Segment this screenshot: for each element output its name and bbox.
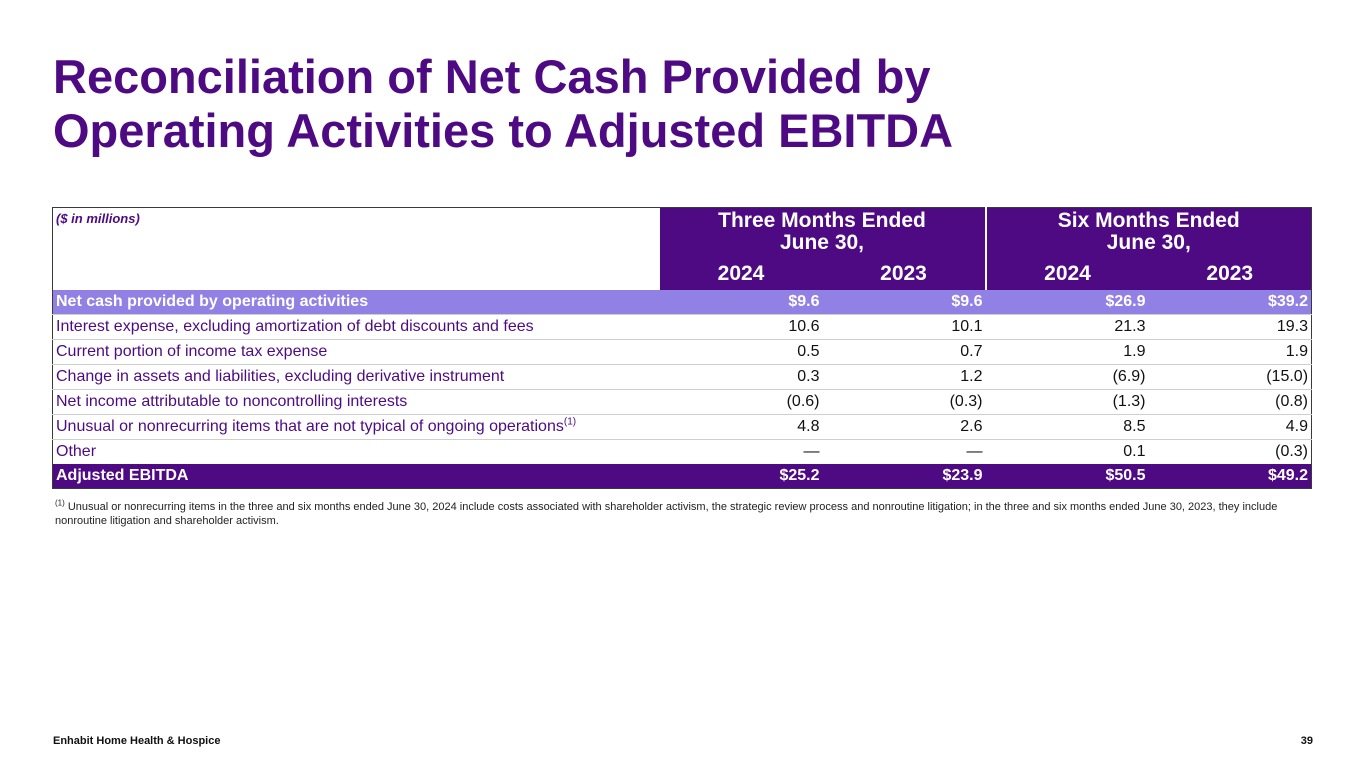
slide-title-line-2: Operating Activities to Adjusted EBITDA [53, 104, 954, 157]
row-value: (0.3) [1148, 439, 1312, 464]
footer-brand: Enhabit Home Health & Hospice [53, 735, 221, 747]
table-row: Unusual or nonrecurring items that are n… [52, 414, 1312, 440]
row-label: Net income attributable to noncontrollin… [52, 389, 660, 415]
row-label: Adjusted EBITDA [52, 464, 660, 489]
year-header: 2024 [659, 258, 823, 290]
row-value: 8.5 [985, 414, 1149, 440]
unit-label: ($ in millions) [52, 207, 660, 290]
slide-title: Reconciliation of Net Cash Provided by O… [53, 50, 953, 158]
row-label: Other [52, 439, 660, 464]
row-value: (0.6) [659, 389, 823, 415]
table-row-adjusted-ebitda: Adjusted EBITDA $25.2 $23.9 $50.5 $49.2 [52, 464, 1312, 489]
year-header: 2023 [822, 258, 986, 290]
row-value: 21.3 [985, 314, 1149, 340]
row-value: 10.6 [659, 314, 823, 340]
row-value: 1.2 [822, 364, 986, 390]
row-value: 1.9 [1148, 339, 1312, 365]
row-value: (1.3) [985, 389, 1149, 415]
footnote-marker: (1) [55, 498, 65, 508]
table-row: Other — — 0.1 (0.3) [52, 439, 1312, 464]
row-value: — [659, 439, 823, 464]
table-row: Change in assets and liabilities, exclud… [52, 364, 1312, 390]
row-value: $23.9 [822, 464, 986, 489]
row-value: 19.3 [1148, 314, 1312, 340]
row-value: 10.1 [822, 314, 986, 340]
row-value: 0.7 [822, 339, 986, 365]
row-value: (0.8) [1148, 389, 1312, 415]
row-value: 4.9 [1148, 414, 1312, 440]
row-value: (15.0) [1148, 364, 1312, 390]
row-value: (6.9) [985, 364, 1149, 390]
year-header: 2024 [984, 258, 1149, 290]
row-value: $25.2 [659, 464, 823, 489]
six-months-header-line-1: Six Months Ended [1057, 209, 1240, 232]
row-label: Interest expense, excluding amortization… [52, 314, 660, 340]
footnote: (1) Unusual or nonrecurring items in the… [55, 498, 1295, 528]
row-value: $9.6 [659, 290, 823, 315]
row-value: 0.5 [659, 339, 823, 365]
row-value: — [822, 439, 986, 464]
row-label: Unusual or nonrecurring items that are n… [52, 414, 660, 440]
year-header: 2023 [1148, 258, 1312, 290]
footnote-ref: (1) [563, 416, 577, 428]
row-value: $9.6 [822, 290, 986, 315]
three-months-header: Three Months Ended June 30, [659, 207, 986, 258]
row-label-text: Unusual or nonrecurring items that are n… [56, 418, 564, 435]
row-value: $26.9 [985, 290, 1149, 315]
six-months-header-line-2: June 30, [1106, 231, 1191, 254]
table-header-row: ($ in millions) Three Months Ended June … [52, 207, 1312, 290]
row-value: $49.2 [1148, 464, 1312, 489]
table-row-net-cash: Net cash provided by operating activitie… [52, 290, 1312, 315]
footnote-text: Unusual or nonrecurring items in the thr… [55, 501, 1278, 527]
row-value: 1.9 [985, 339, 1149, 365]
six-months-header: Six Months Ended June 30, [984, 207, 1312, 258]
row-value: 0.1 [985, 439, 1149, 464]
reconciliation-table: ($ in millions) Three Months Ended June … [52, 207, 1313, 489]
three-months-header-line-2: June 30, [779, 231, 865, 254]
row-value: 4.8 [659, 414, 823, 440]
three-months-header-line-1: Three Months Ended [718, 209, 926, 232]
row-label: Current portion of income tax expense [52, 339, 660, 365]
row-value: $50.5 [985, 464, 1149, 489]
row-value: $39.2 [1148, 290, 1312, 315]
table-row: Interest expense, excluding amortization… [52, 314, 1312, 340]
row-value: 0.3 [659, 364, 823, 390]
year-header-row: 2024 2023 2024 2023 [53, 258, 1312, 290]
row-value: 2.6 [822, 414, 986, 440]
page-number: 39 [1300, 735, 1313, 747]
table-row: Net income attributable to noncontrollin… [52, 389, 1312, 415]
table-row: Current portion of income tax expense 0.… [52, 339, 1312, 365]
row-label: Change in assets and liabilities, exclud… [52, 364, 660, 390]
slide-title-line-1: Reconciliation of Net Cash Provided by [53, 50, 931, 103]
row-label: Net cash provided by operating activitie… [52, 290, 660, 315]
row-value: (0.3) [822, 389, 986, 415]
